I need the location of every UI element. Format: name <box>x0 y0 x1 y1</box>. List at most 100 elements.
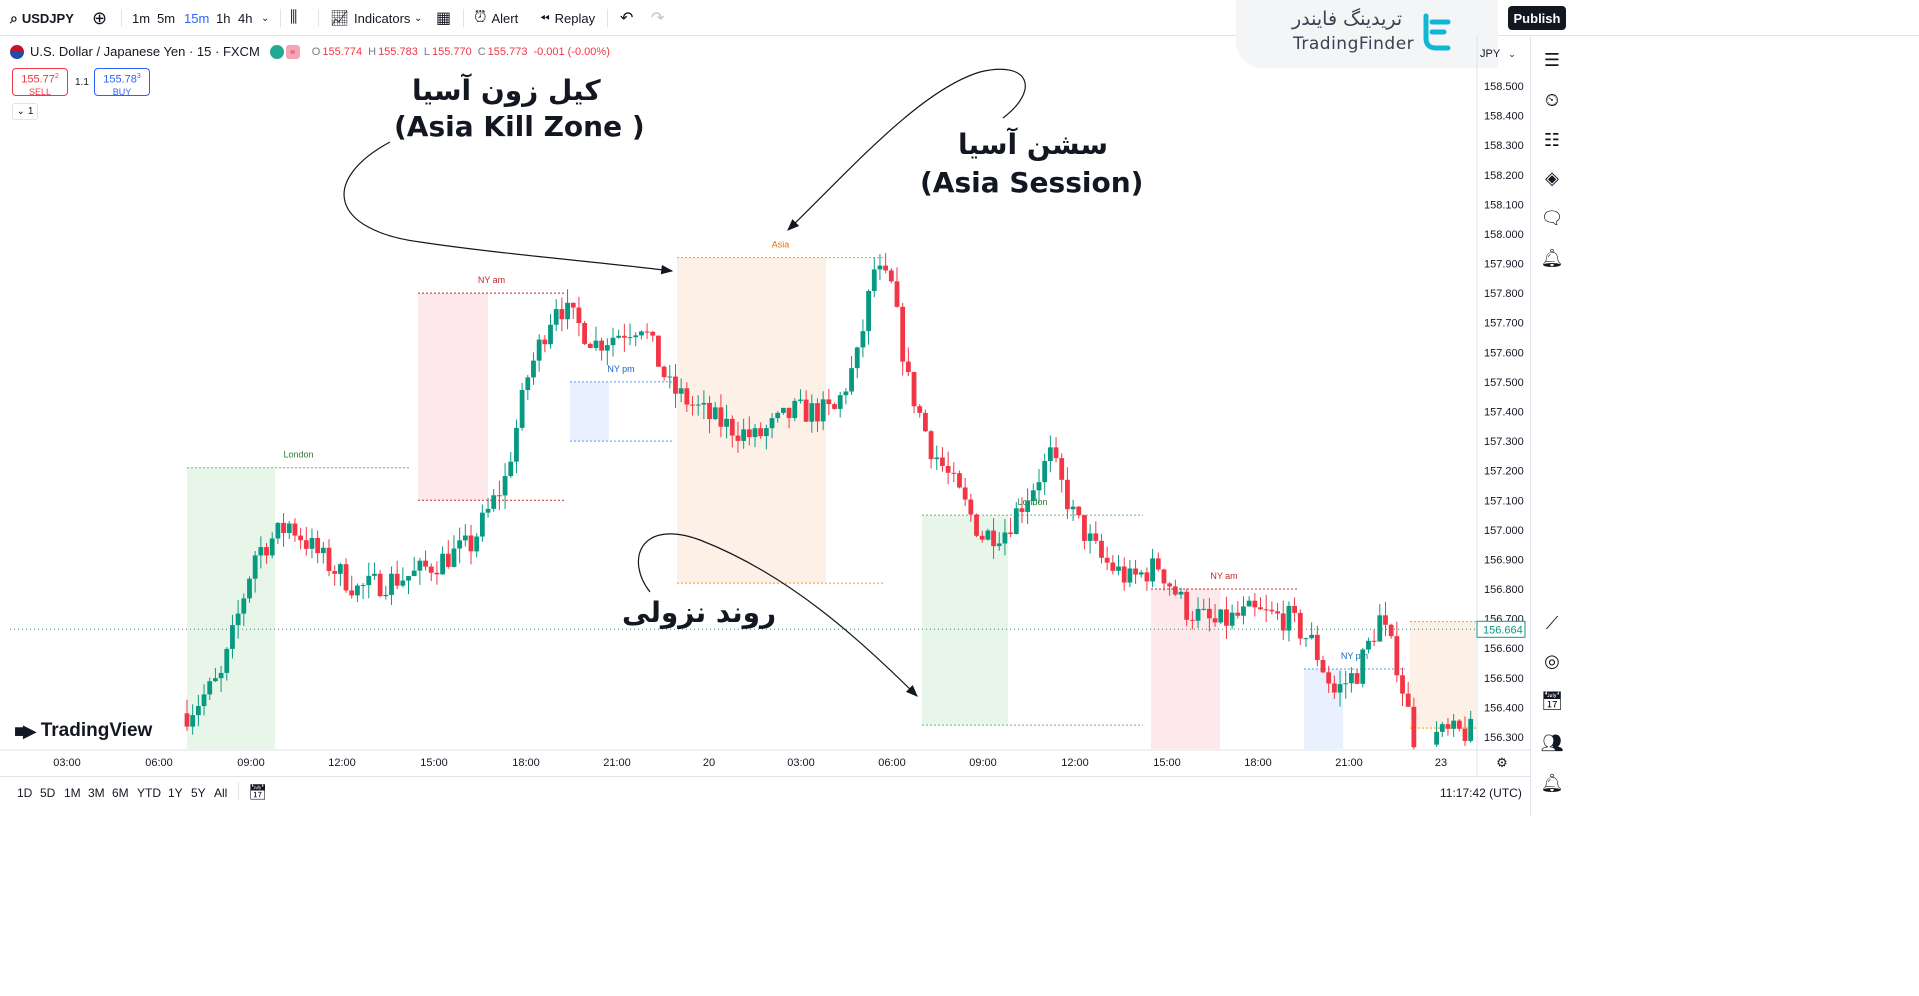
candle-down <box>445 553 451 567</box>
interval-4h[interactable]: 4h <box>238 10 253 26</box>
redo-icon[interactable]: ↷ <box>651 10 665 27</box>
candle-down <box>729 418 735 436</box>
candle-down <box>326 547 332 572</box>
watchlist-icon[interactable]: ☰ <box>1543 49 1561 70</box>
candle-down <box>690 404 695 406</box>
indicators-button[interactable]: 📈︎ Indicators <box>330 0 410 36</box>
undo-icon[interactable]: ↶ <box>620 10 634 27</box>
candle-down <box>1445 724 1451 729</box>
candle-up <box>604 345 610 351</box>
symbol-search[interactable]: ⌕ USDJPY <box>10 0 74 36</box>
price-tick-label: 157.700 <box>1484 318 1524 330</box>
axis-settings-gear-icon[interactable]: ⚙ <box>1496 755 1508 770</box>
interval-1h[interactable]: 1h <box>216 10 231 26</box>
publish-button[interactable]: Publish <box>1508 6 1566 30</box>
currency-select[interactable]: JPY ⌄ <box>1480 44 1526 64</box>
candle-down <box>559 309 565 320</box>
candles-type-icon[interactable]: ⫼ <box>290 9 298 26</box>
price-chart[interactable]: London NY am NY pm Asia London NY am NY pm 158… <box>0 0 1530 776</box>
candle-up <box>1013 508 1019 534</box>
help-bell-icon[interactable]: 🔔︎ <box>1540 772 1564 793</box>
candle-up <box>479 512 485 537</box>
candle-down <box>1104 557 1110 563</box>
symbol-label: USDJPY <box>21 10 74 26</box>
candle-down <box>718 407 724 427</box>
sell-button[interactable]: 155.772 SELL <box>12 68 68 97</box>
chat-icon[interactable]: 🗨︎ <box>1540 207 1564 228</box>
candle-up <box>701 402 707 405</box>
utc-clock[interactable]: 11:17:42 (UTC) <box>1440 786 1522 800</box>
candle-up <box>849 368 854 392</box>
candle-down <box>957 473 962 488</box>
time-tick-label: 21:00 <box>1335 757 1363 769</box>
range-1m[interactable]: 1M <box>64 786 81 800</box>
brand-name-fa: تریدینگ فایندر <box>1292 8 1403 30</box>
candle-down <box>587 343 593 348</box>
candle-up <box>531 360 536 378</box>
candle-up <box>792 400 798 419</box>
candle-down <box>815 403 820 422</box>
trend-line-icon[interactable]: ⟋ <box>1545 612 1559 633</box>
interval-5m[interactable]: 5m <box>157 10 176 26</box>
candle-down <box>945 465 951 473</box>
range-5y[interactable]: 5Y <box>191 786 206 800</box>
price-tick-label: 158.200 <box>1484 170 1524 182</box>
tradingview-label: TradingView <box>40 720 153 741</box>
time-tick-label: 06:00 <box>878 757 906 769</box>
chevron-down-icon[interactable]: ⌄ <box>261 12 270 24</box>
goto-date-icon[interactable]: 📅︎ <box>248 784 268 801</box>
range-5d[interactable]: 5D <box>40 786 56 800</box>
compare-add-icon[interactable]: ⊕ <box>92 7 108 28</box>
low-value: 155.770 <box>431 45 472 58</box>
alert-label: Alert <box>491 10 519 26</box>
legend-collapse-button[interactable]: ⌄ 1 <box>12 103 38 120</box>
alert-button[interactable]: ⏰︎ Alert <box>474 0 518 36</box>
candle-down <box>621 335 627 338</box>
interval-1m[interactable]: 1m <box>132 10 151 26</box>
range-ytd[interactable]: YTD <box>137 786 161 800</box>
candle-down <box>1059 458 1065 480</box>
object-tree-icon[interactable]: ☷ <box>1543 129 1561 150</box>
target-icon[interactable]: ◎ <box>1544 650 1560 671</box>
notifications-bell-icon[interactable]: 🔔︎ <box>1540 247 1564 268</box>
replay-button[interactable]: ⏪︎ Replay <box>540 0 595 36</box>
price-tick-label: 158.000 <box>1484 229 1524 241</box>
candle-up <box>1178 591 1184 595</box>
open-label: O <box>311 45 321 58</box>
candle-down <box>1394 636 1400 676</box>
candle-down <box>428 566 434 573</box>
candle-down <box>1354 673 1360 684</box>
candle-down <box>1099 540 1104 558</box>
range-all[interactable]: All <box>214 786 228 800</box>
chevron-down-icon[interactable]: ⌄ <box>414 12 423 24</box>
time-tick-label: 18:00 <box>1244 757 1272 769</box>
time-tick-label: 20 <box>703 757 715 769</box>
candle-down <box>1184 591 1190 620</box>
range-3m[interactable]: 3M <box>88 786 105 800</box>
price-tick-label: 157.100 <box>1484 495 1524 507</box>
community-icon[interactable]: 👥︎ <box>1540 732 1564 753</box>
range-1y[interactable]: 1Y <box>168 786 183 800</box>
candle-up <box>519 390 525 428</box>
candle-down <box>1019 508 1025 512</box>
candle-down <box>1172 586 1178 595</box>
range-6m[interactable]: 6M <box>112 786 129 800</box>
candle-up <box>1366 640 1371 650</box>
buy-button[interactable]: 155.783 BUY <box>94 68 150 97</box>
candle-down <box>1456 720 1462 729</box>
downtrend-arrow <box>637 533 918 697</box>
range-1d[interactable]: 1D <box>17 786 33 800</box>
candle-up <box>252 555 258 579</box>
price-tick-label: 156.600 <box>1484 643 1524 655</box>
candle-up <box>241 598 247 614</box>
candle-up <box>1337 684 1343 693</box>
layers-icon[interactable]: ◈ <box>1545 167 1559 188</box>
interval-15m[interactable]: 15m <box>184 10 210 26</box>
layout-grid-icon[interactable]: ▦ <box>436 10 452 27</box>
candle-up <box>1439 724 1445 732</box>
alerts-clock-icon[interactable]: ⏲︎ <box>1544 89 1560 110</box>
calendar-icon[interactable]: 📅︎ <box>1540 690 1564 711</box>
symbol-legend: U.S. Dollar / Japanese Yen · 15 · FXCM ≈… <box>10 44 616 59</box>
candle-up <box>724 418 729 427</box>
candle-up <box>1127 568 1133 583</box>
